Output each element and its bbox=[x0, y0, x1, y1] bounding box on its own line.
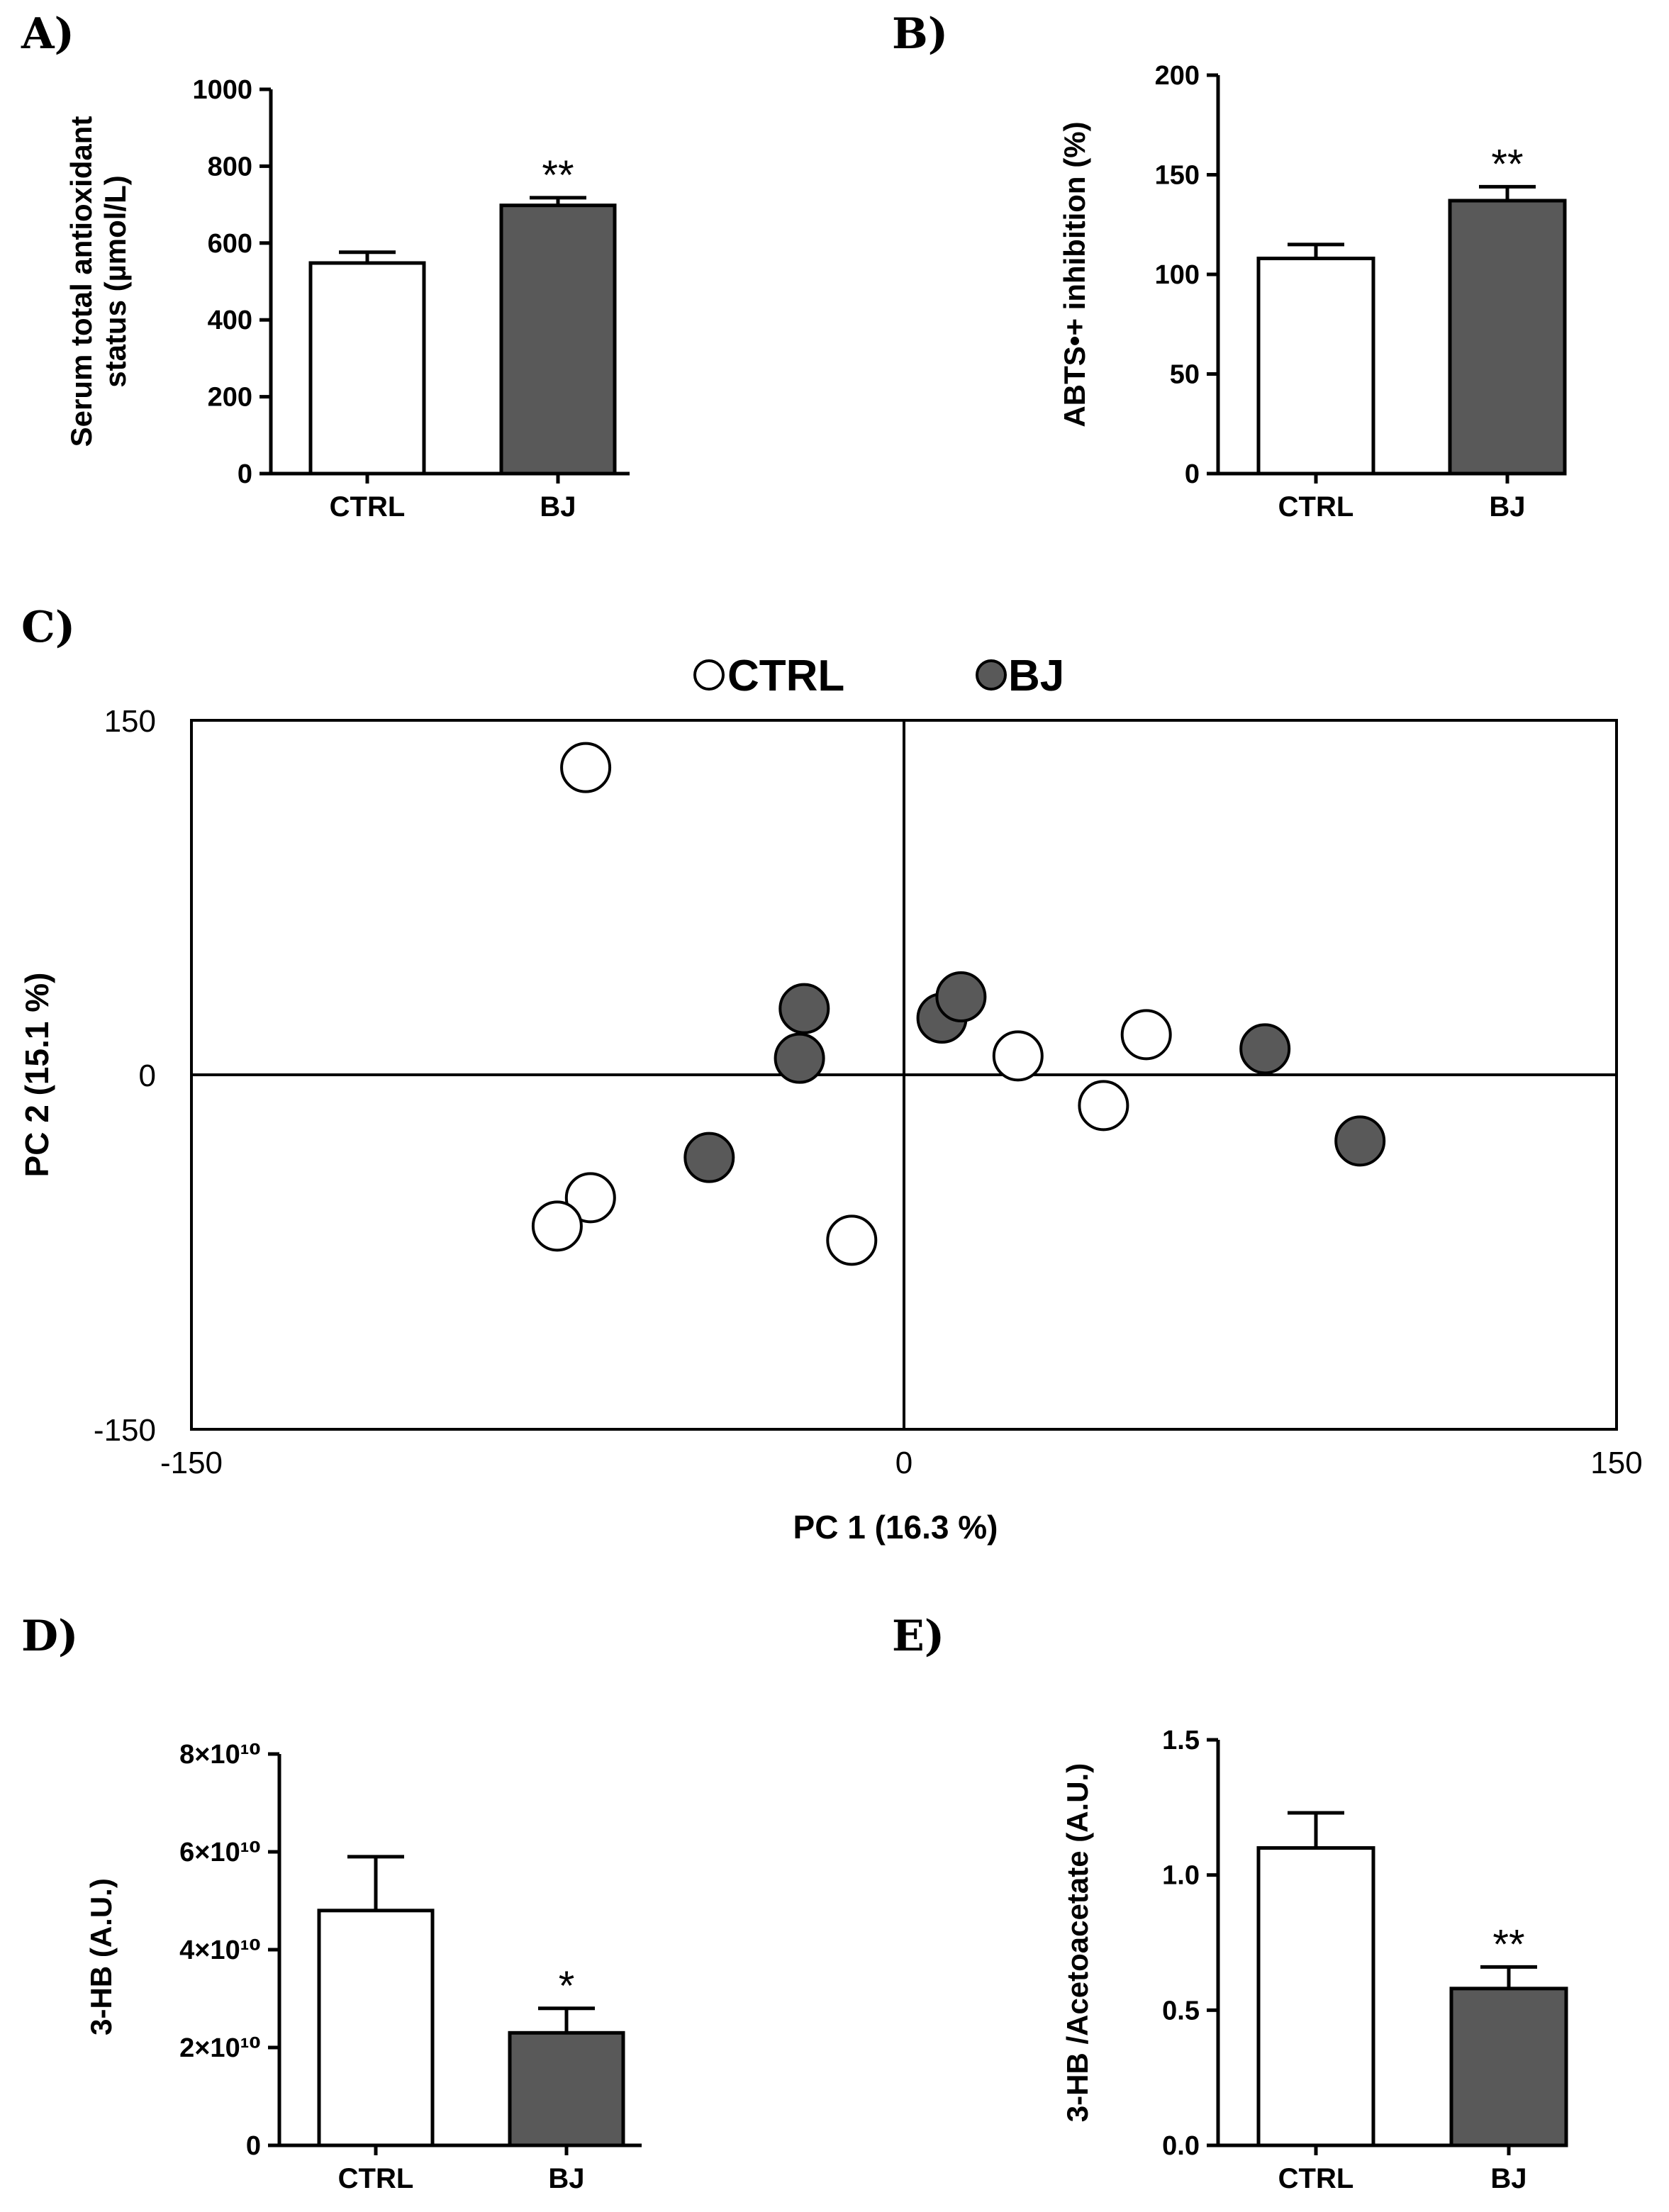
y-tick-label: 0 bbox=[246, 2131, 261, 2161]
y-tick-label: 200 bbox=[208, 383, 252, 413]
significance-marker: ** bbox=[542, 152, 574, 199]
x-axis-title: PC 1 (16.3 %) bbox=[793, 1509, 998, 1546]
y-tick-label: 1000 bbox=[192, 75, 252, 105]
y-tick-label: 600 bbox=[208, 229, 252, 259]
legend-label-bj: BJ bbox=[1008, 652, 1064, 700]
category-label: BJ bbox=[1490, 2163, 1526, 2194]
panel-label-d: D) bbox=[21, 1611, 78, 1661]
bar-ctrl bbox=[1256, 257, 1375, 476]
bar-ctrl bbox=[1256, 1846, 1375, 2147]
y-axis-title: ABTS•+ inhibition (%) bbox=[1058, 121, 1091, 427]
y-tick-label: 150 bbox=[1155, 161, 1200, 191]
pca-scatter-chart: -150 0 150 -150 0 150 PC 1 (16.3 %) PC 2 (15.1 … bbox=[18, 652, 1643, 1546]
y-tick-label: 800 bbox=[208, 152, 252, 181]
bar-bj bbox=[1449, 1987, 1568, 2147]
y-tick-label: 100 bbox=[1155, 260, 1200, 290]
bar-bj bbox=[508, 2031, 625, 2147]
bar-chart-b: 0 50 100 150 200 CTRL BJ ** ABTS•+ inhibition (%… bbox=[1058, 61, 1567, 523]
data-point-bj bbox=[1334, 1115, 1386, 1167]
y-tick-label: 2×10¹⁰ bbox=[179, 2033, 261, 2063]
legend-marker-bj bbox=[976, 659, 1007, 691]
y-tick-label: 0.5 bbox=[1162, 1996, 1200, 2026]
data-point-ctrl bbox=[560, 742, 612, 793]
category-label: CTRL bbox=[1278, 491, 1354, 523]
y-tick-label: 150 bbox=[104, 704, 156, 739]
data-point-ctrl bbox=[531, 1200, 583, 1252]
data-point-bj bbox=[774, 1032, 825, 1084]
bar-bj bbox=[499, 203, 617, 476]
significance-marker: ** bbox=[1492, 1921, 1524, 1967]
category-label: CTRL bbox=[330, 491, 406, 523]
y-tick-label: 50 bbox=[1170, 360, 1200, 390]
y-tick-label: 200 bbox=[1155, 61, 1200, 91]
y-tick-label: 0 bbox=[238, 459, 252, 489]
y-axis-title: Serum total antioxidant bbox=[65, 116, 98, 447]
category-label: BJ bbox=[548, 2163, 584, 2194]
data-point-ctrl bbox=[1078, 1080, 1129, 1132]
panel-label-a: A) bbox=[21, 9, 74, 59]
y-tick-label: 0 bbox=[139, 1058, 156, 1093]
category-label: CTRL bbox=[338, 2163, 414, 2194]
data-point-ctrl bbox=[1120, 1009, 1172, 1061]
category-label: BJ bbox=[540, 491, 576, 523]
x-tick-label: -150 bbox=[160, 1446, 223, 1480]
y-tick-label: -150 bbox=[94, 1413, 156, 1448]
legend-label-ctrl: CTRL bbox=[727, 652, 844, 700]
bar-chart-a: 0 200 400 600 800 1000 CTRL BJ ** Serum total ant… bbox=[65, 75, 630, 523]
y-tick-label: 4×10¹⁰ bbox=[179, 1936, 261, 1965]
significance-marker: ** bbox=[1491, 141, 1523, 187]
y-axis-title: 3-HB /Acetoacetate (A.U.) bbox=[1061, 1763, 1094, 2122]
panel-label-b: B) bbox=[892, 9, 948, 59]
data-point-bj bbox=[683, 1132, 735, 1183]
data-point-bj bbox=[935, 971, 987, 1022]
x-tick-label: 150 bbox=[1590, 1446, 1642, 1480]
panel-label-e: E) bbox=[892, 1611, 944, 1661]
y-tick-label: 1.0 bbox=[1162, 1861, 1200, 1891]
significance-marker: * bbox=[559, 1963, 575, 2009]
data-point-ctrl bbox=[992, 1030, 1044, 1082]
legend-marker-ctrl bbox=[693, 659, 725, 691]
data-point-bj bbox=[1239, 1023, 1291, 1075]
category-label: BJ bbox=[1489, 491, 1525, 523]
bar-bj bbox=[1448, 199, 1567, 476]
y-tick-label: 400 bbox=[208, 306, 252, 335]
y-tick-label: 6×10¹⁰ bbox=[179, 1838, 261, 1867]
bar-ctrl bbox=[308, 261, 426, 476]
y-tick-label: 0.0 bbox=[1162, 2131, 1200, 2161]
y-tick-label: 0 bbox=[1185, 459, 1200, 489]
bar-chart-e: 0.0 0.5 1.0 1.5 CTRL BJ ** 3-HB /Acetoacetate (… bbox=[1061, 1726, 1568, 2194]
x-tick-label: 0 bbox=[895, 1446, 912, 1480]
panel-label-c: C) bbox=[21, 603, 75, 652]
bar-ctrl bbox=[317, 1909, 435, 2147]
data-point-ctrl bbox=[826, 1214, 878, 1266]
bar-chart-d: 0 2×10¹⁰ 4×10¹⁰ 6×10¹⁰ 8×10¹⁰ CTRL BJ * 3-HB (A.… bbox=[84, 1740, 642, 2194]
y-tick-label: 8×10¹⁰ bbox=[179, 1740, 261, 1770]
y-axis-title: PC 2 (15.1 %) bbox=[18, 973, 55, 1178]
y-axis-title: 3-HB (A.U.) bbox=[84, 1878, 118, 2035]
category-label: CTRL bbox=[1278, 2163, 1354, 2194]
y-axis-title: status (µmol/L) bbox=[99, 175, 132, 388]
data-point-ctrl bbox=[564, 1172, 616, 1224]
data-point-bj bbox=[778, 983, 830, 1034]
y-tick-label: 1.5 bbox=[1162, 1726, 1200, 1755]
